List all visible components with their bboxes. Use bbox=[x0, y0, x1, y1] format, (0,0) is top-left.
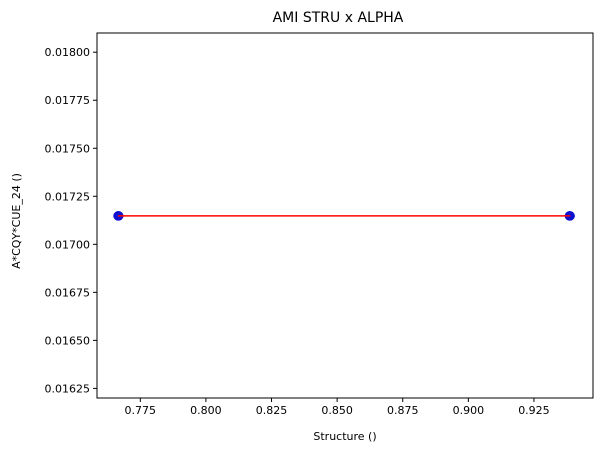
x-tick-label: 0.875 bbox=[387, 404, 419, 417]
y-tick-label: 0.01700 bbox=[45, 238, 91, 251]
y-tick-label: 0.01725 bbox=[45, 190, 91, 203]
plot-frame bbox=[96, 32, 594, 399]
x-tick-label: 0.925 bbox=[518, 404, 550, 417]
y-axis: 0.01625 0.01650 0.01675 0.01700 0.01725 0.017… bbox=[45, 46, 97, 395]
x-tick-label: 0.900 bbox=[453, 404, 485, 417]
x-tick-label: 0.800 bbox=[190, 404, 222, 417]
x-axis: 0.775 0.800 0.825 0.850 0.875 0.900 0.925 bbox=[125, 398, 550, 417]
x-tick-label: 0.850 bbox=[321, 404, 353, 417]
y-tick-label: 0.01750 bbox=[45, 142, 91, 155]
y-axis-label: A*CQY*CUE_24 () bbox=[10, 173, 23, 269]
x-tick-label: 0.775 bbox=[125, 404, 157, 417]
y-tick-label: 0.01775 bbox=[45, 94, 91, 107]
x-tick-label: 0.825 bbox=[256, 404, 288, 417]
y-tick-label: 0.01675 bbox=[45, 286, 91, 299]
y-tick-label: 0.01625 bbox=[45, 382, 91, 395]
plot-area bbox=[113, 211, 575, 221]
x-axis-label: Structure () bbox=[313, 430, 376, 443]
y-tick-label: 0.01650 bbox=[45, 334, 91, 347]
y-tick-label: 0.01800 bbox=[45, 46, 91, 59]
chart-title: AMI STRU x ALPHA bbox=[273, 10, 404, 26]
